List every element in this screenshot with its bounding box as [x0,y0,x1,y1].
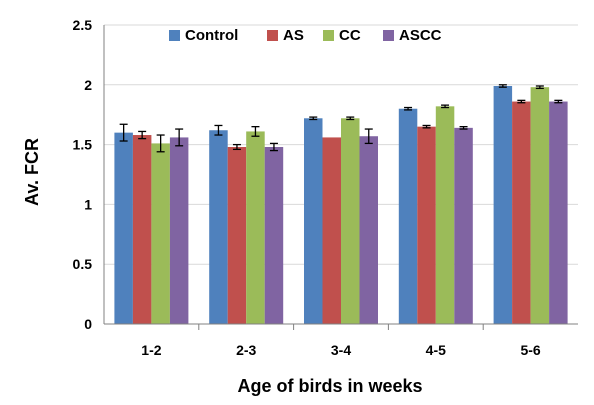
bar [359,136,378,324]
bar [169,137,189,324]
bar [398,108,418,324]
legend-label: AS [283,27,304,44]
legend-swatch [267,30,278,41]
y-tick-label: 0.5 [73,256,93,272]
y-tick-label: 1.5 [73,137,93,153]
bar [454,127,473,324]
error-bars [119,84,563,153]
bar [246,131,265,324]
bar [417,126,436,324]
y-tick-label: 2.5 [73,17,93,33]
bar [132,135,152,324]
bar [264,146,284,324]
y-tick-label: 1 [84,196,92,212]
bar [151,143,170,324]
x-tick-label: 3-4 [331,342,351,358]
bars [114,85,568,325]
y-tick-label: 0 [84,316,92,332]
legend-swatch [169,30,180,41]
bar [304,118,323,325]
bar [530,87,550,324]
bar [493,85,513,324]
bar [227,146,247,324]
bar [114,132,133,324]
axes [103,25,578,325]
y-axis-ticks: 0 0.5 1 1.5 2 2.5 [73,17,93,332]
legend: Control AS CC ASCC [169,27,442,44]
x-tick-label: 1-2 [141,342,161,358]
legend-label: ASCC [399,27,442,44]
legend-swatch [383,30,394,41]
bar [512,101,531,324]
x-tick-label: 2-3 [236,342,256,358]
x-tick-label: 5-6 [520,342,540,358]
bar [322,137,341,324]
bar [549,101,568,324]
bar [435,106,455,324]
legend-swatch [323,30,334,41]
legend-label: CC [339,27,361,44]
x-axis-title: Age of birds in weeks [237,376,422,396]
legend-label: Control [185,27,238,44]
x-axis-ticks: 1-2 2-3 3-4 4-5 5-6 [141,324,541,358]
y-axis-title: Av. FCR [22,138,42,206]
bar [341,118,360,325]
x-tick-label: 4-5 [426,342,446,358]
y-tick-label: 2 [84,77,92,93]
bar [209,130,228,324]
